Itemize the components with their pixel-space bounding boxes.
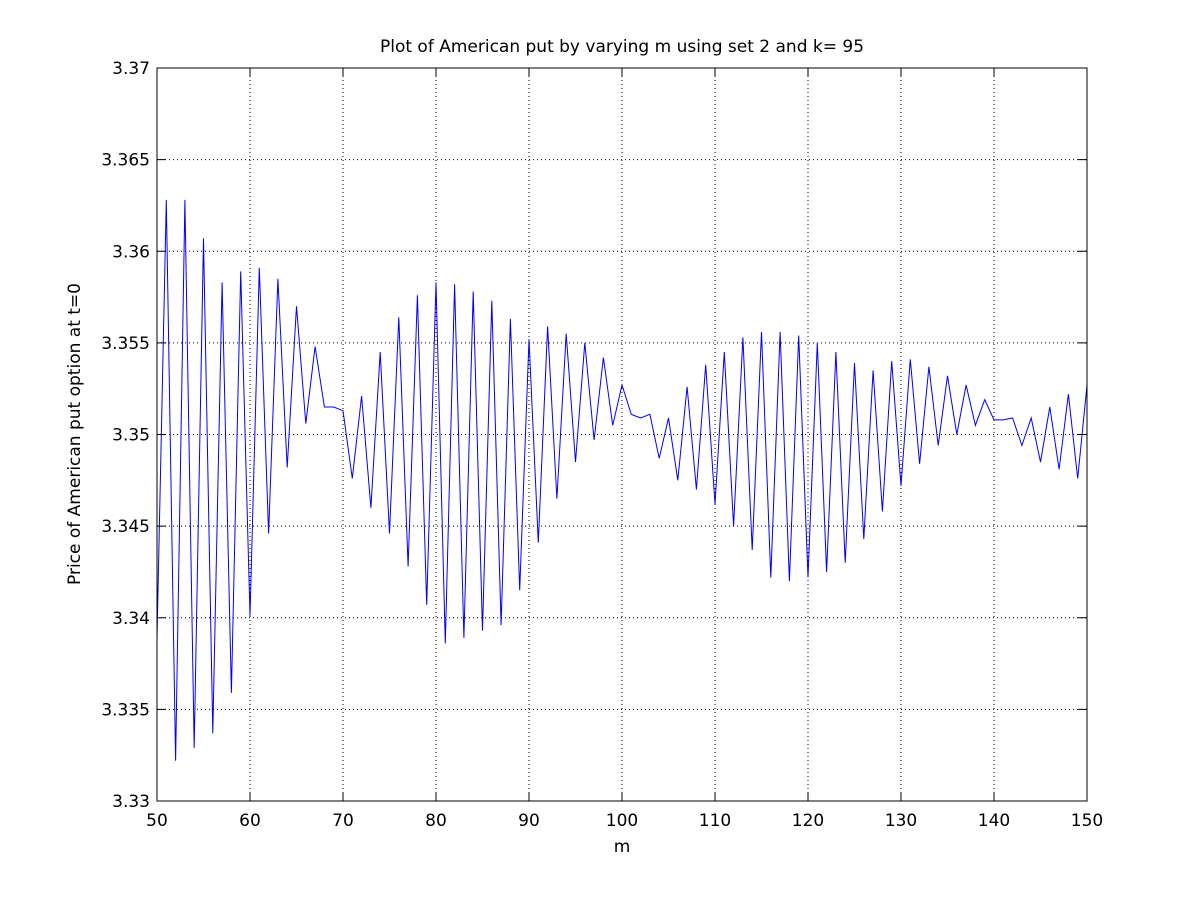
y-tick-label: 3.36	[112, 242, 150, 262]
x-tick-labels: 50 60 70 80 90 100 110 120 130 140 150	[146, 811, 1103, 831]
data-series	[156, 199, 1088, 761]
chart-title: Plot of American put by varying m using …	[380, 37, 864, 57]
y-tick-labels: 3.33 3.335 3.34 3.345 3.35 3.355 3.36 3.365 3.37	[101, 59, 150, 812]
y-tick-label: 3.365	[101, 151, 150, 171]
y-tick-label: 3.34	[112, 609, 150, 629]
x-tick-label: 60	[239, 811, 261, 831]
y-tick-label: 3.335	[101, 700, 150, 720]
y-tick-label: 3.35	[112, 426, 150, 446]
price-series-line	[156, 199, 1088, 761]
x-tick-label: 90	[518, 811, 540, 831]
x-tick-label: 80	[425, 811, 447, 831]
x-tick-label: 100	[606, 811, 638, 831]
x-axis-label: m	[614, 837, 631, 857]
y-axis-label: Price of American put option at t=0	[65, 283, 85, 585]
x-tick-label: 140	[978, 811, 1010, 831]
x-tick-label: 110	[699, 811, 731, 831]
x-tick-label: 150	[1071, 811, 1103, 831]
x-tick-label: 120	[792, 811, 824, 831]
y-tick-label: 3.345	[101, 517, 150, 537]
y-tick-label: 3.37	[112, 59, 150, 79]
x-tick-label: 70	[332, 811, 354, 831]
x-tick-label: 130	[885, 811, 917, 831]
y-tick-label: 3.33	[112, 792, 150, 812]
grid-lines	[157, 68, 1087, 801]
y-tick-label: 3.355	[101, 334, 150, 354]
axis-ticks	[156, 67, 1088, 802]
x-tick-label: 50	[146, 811, 168, 831]
